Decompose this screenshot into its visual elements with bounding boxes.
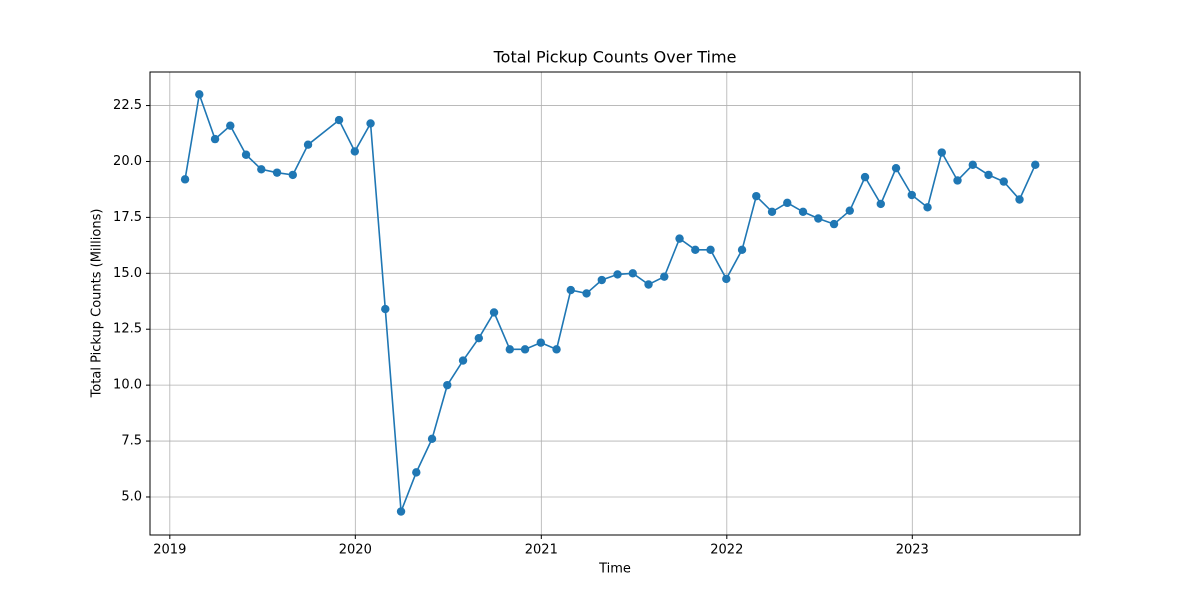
data-point <box>582 289 591 298</box>
data-point <box>1015 195 1024 204</box>
data-point <box>999 177 1008 186</box>
x-axis-label: Time <box>598 562 631 577</box>
data-point <box>752 191 761 201</box>
data-point <box>798 207 808 216</box>
data-point <box>288 170 298 180</box>
y-tick-label: 17.5 <box>113 210 142 225</box>
data-point <box>644 280 653 289</box>
data-point <box>923 203 932 212</box>
y-tick-label: 5.0 <box>121 489 142 504</box>
data-point <box>891 163 901 173</box>
data-point <box>737 245 747 255</box>
data-point <box>660 272 669 281</box>
data-point <box>691 245 700 255</box>
x-tick-label: 2019 <box>153 543 186 558</box>
data-point <box>767 207 777 216</box>
y-axis-label: Total Pickup Counts (Millions) <box>90 209 105 399</box>
y-tick-label: 20.0 <box>113 154 142 169</box>
y-tick-label: 22.5 <box>113 98 142 113</box>
data-point <box>984 170 993 180</box>
data-point <box>613 270 622 279</box>
data-point <box>226 121 235 130</box>
data-point <box>412 468 421 477</box>
data-point <box>845 206 854 215</box>
data-point <box>396 507 406 516</box>
data-point <box>180 175 190 184</box>
data-point <box>458 356 468 365</box>
y-tick-label: 12.5 <box>113 322 142 337</box>
plot-frame <box>149 71 1081 536</box>
x-tick-label: 2021 <box>525 543 558 558</box>
data-point <box>520 345 530 354</box>
data-point <box>489 308 499 317</box>
data-point <box>829 219 839 229</box>
y-tick-label: 7.5 <box>121 434 142 449</box>
data-point <box>443 380 452 390</box>
data-point <box>505 345 515 354</box>
data-point <box>953 176 962 185</box>
data-point <box>597 275 606 285</box>
x-tick-label: 2023 <box>896 543 929 558</box>
data-point <box>381 304 390 314</box>
y-tick-label: 15.0 <box>113 266 142 281</box>
data-point <box>241 150 251 159</box>
data-point <box>783 198 792 208</box>
data-point <box>722 274 731 284</box>
data-point <box>272 168 282 177</box>
data-point <box>303 140 313 149</box>
data-point <box>257 165 266 174</box>
data-point <box>474 333 484 343</box>
data-point <box>536 338 546 347</box>
data-point <box>350 147 360 156</box>
x-tick-label: 2020 <box>339 543 372 558</box>
data-point <box>907 190 916 200</box>
chart-title: Total Pickup Counts Over Time <box>493 48 737 67</box>
y-tick-label: 10.0 <box>113 378 142 393</box>
data-point <box>210 134 220 144</box>
data-point <box>968 160 977 170</box>
data-point <box>876 199 885 209</box>
data-point <box>675 234 684 243</box>
data-point <box>628 269 637 278</box>
x-tick-label: 2022 <box>710 543 743 558</box>
data-point <box>566 285 575 295</box>
data-point <box>860 172 870 182</box>
data-point <box>195 90 204 99</box>
data-point <box>427 434 437 444</box>
data-point <box>366 119 375 128</box>
data-point <box>552 345 561 354</box>
data-point <box>1031 160 1040 170</box>
data-point <box>937 148 946 157</box>
data-point <box>814 214 823 223</box>
data-point <box>706 245 715 255</box>
data-point <box>334 115 344 125</box>
